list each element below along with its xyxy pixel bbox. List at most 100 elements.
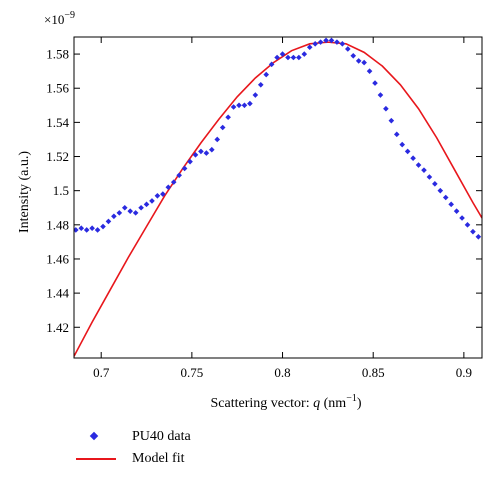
data-point [209,146,215,153]
data-point [257,82,264,88]
data-point [475,233,482,240]
data-point [372,80,378,86]
data-point [350,52,357,59]
data-point [203,150,210,156]
data-point [247,100,253,107]
x-tick-label: 0.8 [274,365,290,380]
data-point [377,92,384,98]
data-point [328,37,335,44]
data-point [132,210,139,216]
data-point [241,102,248,109]
data-point [301,51,308,57]
data-point [154,192,161,199]
legend-label-fit: Model fit [132,451,185,466]
data-point [334,39,340,45]
data-point [116,210,123,216]
y-tick-label: 1.5 [53,183,69,198]
series-line-model-fit [74,41,482,357]
data-point [442,194,449,201]
data-point [187,158,193,165]
axis-ticks [74,37,482,358]
x-tick-label: 0.85 [362,365,385,380]
data-point [230,104,237,110]
data-point [426,174,433,180]
data-point [214,136,221,143]
data-point [317,39,324,45]
data-point [290,54,297,61]
data-point [105,218,112,225]
plot-marks [74,37,482,357]
data-point [78,225,85,232]
y-tick-label: 1.44 [46,286,69,301]
data-point [181,165,188,172]
y-tick-label: 1.58 [46,47,69,62]
x-tick-label: 0.75 [180,365,203,380]
data-point [285,54,291,61]
x-axis-label: Scattering vector: q (nm−1) [210,393,361,411]
data-point [355,58,362,64]
data-point [111,213,117,220]
data-point [268,61,275,68]
data-point [274,54,280,61]
tick-labels: 0.7 0.75 0.8 0.85 0.9 1.42 1.44 1.46 1.48 1.5 1.52… [46,47,472,380]
data-point [263,71,270,78]
data-point [165,184,172,191]
data-point [421,167,427,173]
data-point [459,215,465,221]
data-point [383,105,389,112]
y-tick-label: 1.52 [46,149,69,164]
x-tick-label: 0.7 [93,365,110,380]
data-point [464,222,471,228]
data-point [74,227,79,233]
data-point [404,148,411,155]
data-point [225,114,231,121]
data-point [121,204,128,211]
data-point [312,41,318,47]
plot-frame [73,36,483,359]
y-axis-label: Intensity (a.u.) [17,151,32,233]
data-point [453,208,460,214]
data-point [279,51,286,57]
data-point [127,208,134,214]
data-point [415,162,422,168]
data-point [198,148,204,155]
legend-item-fit: Model fit [72,448,292,470]
line-marker-icon [72,452,132,466]
data-point [323,37,329,44]
data-point [345,46,351,52]
y-axis-multiplier: ×10−9 [44,10,75,27]
data-point [219,124,226,131]
data-point [192,152,199,158]
y-tick-label: 1.54 [46,115,69,130]
data-point [143,201,150,208]
data-point [432,181,438,187]
data-point [252,92,259,98]
y-tick-label: 1.46 [46,251,69,266]
data-point [410,155,416,162]
data-point [306,44,313,51]
y-tick-label: 1.42 [46,320,69,335]
data-point [138,204,144,211]
data-point [149,198,155,204]
y-tick-label: 1.56 [46,81,69,96]
data-point [448,201,454,208]
data-point [83,227,90,233]
diamond-marker-icon [72,430,132,444]
data-point [437,187,444,194]
data-point [388,117,395,124]
data-point [296,54,302,61]
data-point [170,179,177,185]
data-point [339,41,346,47]
data-point [361,59,367,66]
data-point [366,68,373,74]
data-point [176,172,182,179]
data-point [160,191,166,197]
legend: PU40 data Model fit [72,426,292,470]
data-point [100,223,106,230]
legend-label-data: PU40 data [132,429,191,444]
data-point [470,228,476,235]
data-point [399,141,406,148]
data-point [393,131,400,138]
data-point [94,227,101,233]
